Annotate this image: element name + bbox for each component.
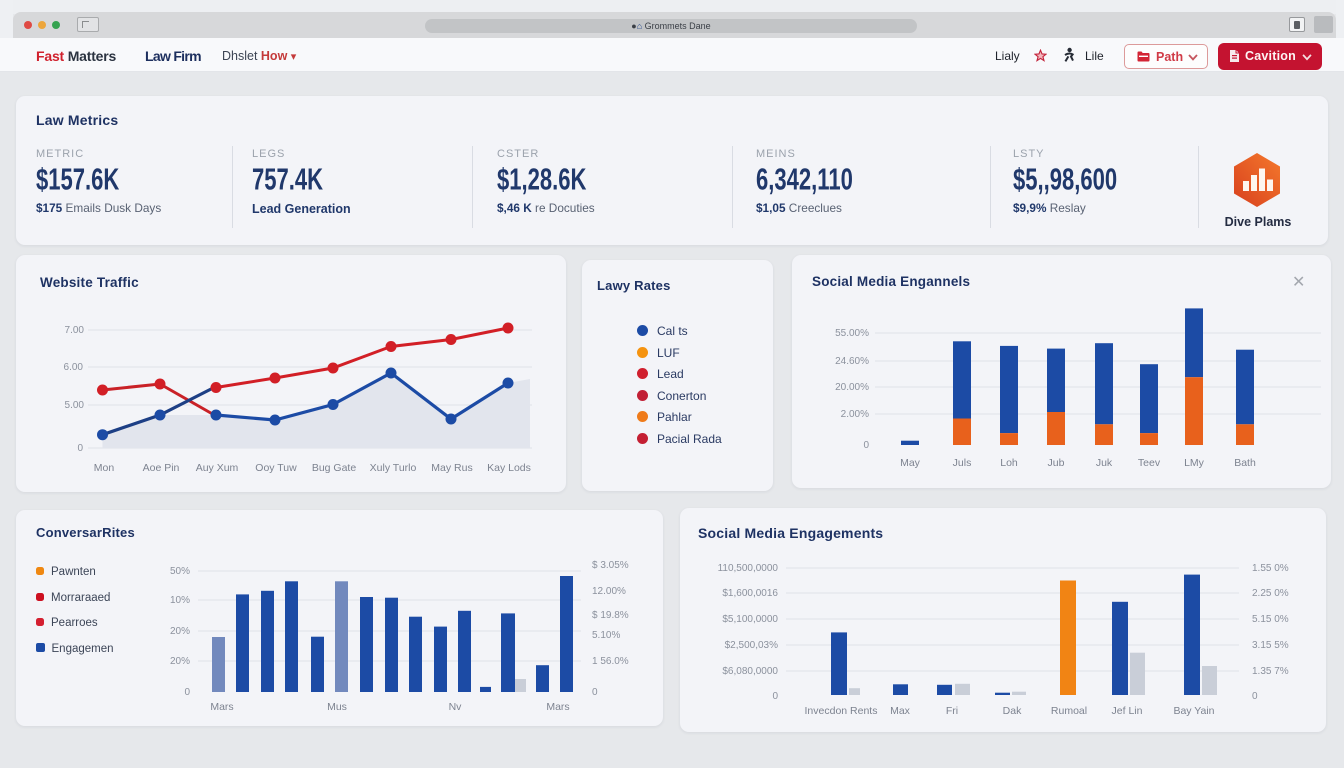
svg-text:10%: 10%	[170, 595, 190, 606]
svg-text:$5,100,0000: $5,100,0000	[722, 614, 778, 625]
svg-text:6.00: 6.00	[64, 362, 84, 373]
svg-text:Jef Lin: Jef Lin	[1112, 705, 1143, 717]
svg-text:50%: 50%	[170, 566, 190, 577]
svg-text:24.60%: 24.60%	[835, 356, 869, 367]
svg-text:0: 0	[772, 691, 778, 702]
svg-text:Auy Xum: Auy Xum	[196, 462, 239, 474]
svg-text:$2,500,03%: $2,500,03%	[725, 640, 778, 651]
svg-text:Mon: Mon	[94, 462, 115, 474]
svg-text:20%: 20%	[170, 656, 190, 667]
svg-text:$ 19.8%: $ 19.8%	[592, 610, 629, 621]
svg-text:110,500,0000: 110,500,0000	[718, 563, 779, 574]
svg-text:$1,600,0016: $1,600,0016	[722, 588, 778, 599]
svg-text:2.00%: 2.00%	[841, 409, 869, 420]
svg-text:12.00%: 12.00%	[592, 586, 626, 597]
svg-text:2.25 0%: 2.25 0%	[1252, 588, 1289, 599]
svg-text:0: 0	[863, 440, 869, 451]
svg-text:Loh: Loh	[1000, 457, 1018, 469]
svg-text:1.35 7%: 1.35 7%	[1252, 666, 1289, 677]
svg-text:$ 3.05%: $ 3.05%	[592, 560, 629, 571]
svg-text:5.10%: 5.10%	[592, 630, 620, 641]
svg-text:Juls: Juls	[953, 457, 972, 469]
svg-text:LMy: LMy	[1184, 457, 1205, 469]
svg-text:0: 0	[184, 687, 190, 698]
svg-text:Rumoal: Rumoal	[1051, 705, 1087, 717]
svg-text:Jub: Jub	[1048, 457, 1065, 469]
svg-text:Kay Lods: Kay Lods	[487, 462, 531, 474]
svg-text:Nv: Nv	[449, 701, 463, 713]
svg-text:20.00%: 20.00%	[835, 382, 869, 393]
svg-text:Aoe Pin: Aoe Pin	[143, 462, 180, 474]
svg-text:0: 0	[1252, 691, 1258, 702]
svg-text:Dak: Dak	[1003, 705, 1022, 717]
svg-text:5.15 0%: 5.15 0%	[1252, 614, 1289, 625]
svg-text:Teev: Teev	[1138, 457, 1161, 469]
svg-text:55.00%: 55.00%	[835, 328, 869, 339]
svg-text:Fri: Fri	[946, 705, 958, 717]
svg-text:0: 0	[77, 443, 83, 454]
svg-text:May: May	[900, 457, 921, 469]
svg-text:Ooy Tuw: Ooy Tuw	[255, 462, 297, 474]
svg-text:Bath: Bath	[1234, 457, 1256, 469]
svg-text:Mars: Mars	[210, 701, 233, 713]
svg-text:0: 0	[592, 687, 598, 698]
svg-text:Max: Max	[890, 705, 911, 717]
svg-text:Mars: Mars	[546, 701, 569, 713]
svg-text:$6,080,0000: $6,080,0000	[722, 666, 778, 677]
svg-text:Mus: Mus	[327, 701, 347, 713]
svg-text:Bug Gate: Bug Gate	[312, 462, 357, 474]
svg-text:20%: 20%	[170, 626, 190, 637]
svg-text:5.00: 5.00	[65, 400, 85, 411]
svg-text:1 56.0%: 1 56.0%	[592, 656, 629, 667]
svg-text:3.15 5%: 3.15 5%	[1252, 640, 1289, 651]
svg-text:Bay Yain: Bay Yain	[1173, 705, 1214, 717]
svg-text:May Rus: May Rus	[431, 462, 472, 474]
svg-text:1.55 0%: 1.55 0%	[1252, 563, 1289, 574]
svg-text:Xuly Turlo: Xuly Turlo	[370, 462, 417, 474]
svg-text:Juk: Juk	[1096, 457, 1113, 469]
svg-text:Invecdon Rents: Invecdon Rents	[805, 705, 878, 717]
svg-text:7.00: 7.00	[65, 325, 85, 336]
